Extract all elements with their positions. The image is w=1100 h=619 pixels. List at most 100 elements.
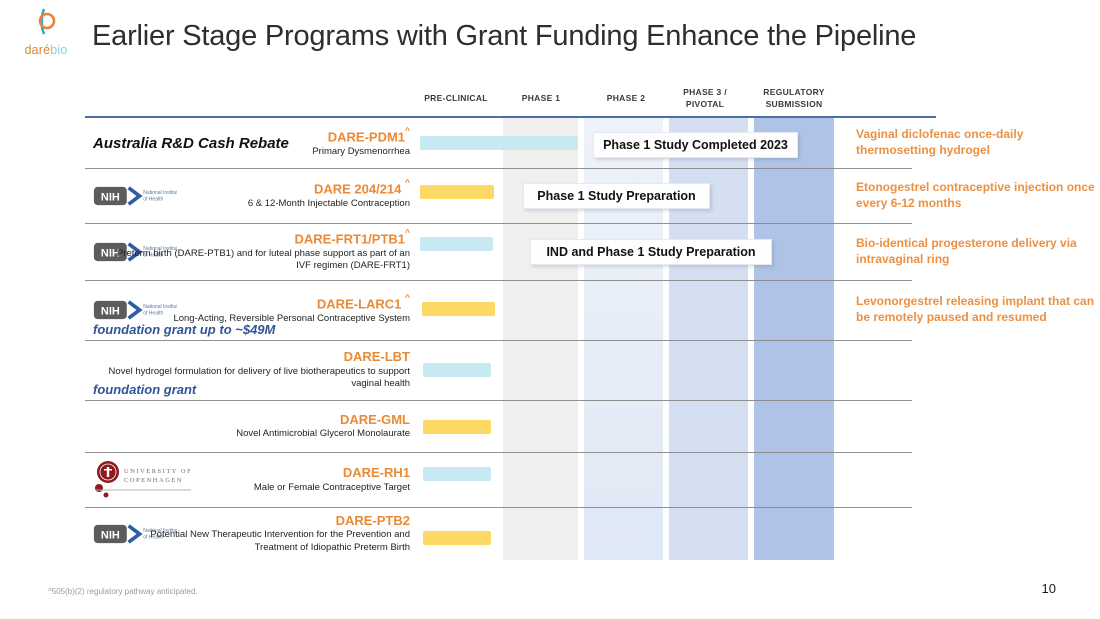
nih-logo: NIH National Institutes of Health <box>93 241 177 262</box>
row-dare-frt1-ptb1: NIH National Institutes of Health DARE-F… <box>85 223 1077 281</box>
footnote-marker: ^ <box>405 291 410 302</box>
nih-logo: NIH National Institutes of Health <box>93 185 177 206</box>
university-of-copenhagen-logo: UNIVERSITY OF COPENHAGEN <box>95 460 192 497</box>
program-name: DARE-FRT1/PTB1^ <box>105 227 410 247</box>
program-summary: Levonorgestrel releasing implant that ca… <box>856 294 1095 324</box>
stage-header-regulatory-submission: REGULATORY SUBMISSION <box>750 83 838 113</box>
stage-header-phase2: PHASE 2 <box>590 83 662 113</box>
header-rule <box>85 116 936 118</box>
status-box: IND and Phase 1 Study Preparation <box>530 239 772 265</box>
stage-header-line: PHASE 3 / <box>683 86 727 97</box>
nih-line2: of Health <box>143 196 163 202</box>
program-summary: Etonogestrel contraceptive injection onc… <box>856 179 1095 210</box>
slide-footnote: ^505(b)(2) regulatory pathway anticipate… <box>48 587 198 596</box>
program-name: DARE 204/214 ^ <box>105 177 410 197</box>
nih-line2: of Health <box>143 534 163 540</box>
row-dare-lbt: DARE-LBT Novel hydrogel formulation for … <box>85 340 912 401</box>
sponsor-cell: NIH National Institutes of Health <box>93 507 177 560</box>
sponsor-cell: Australia R&D Cash Rebate <box>93 118 289 168</box>
sponsor-cell: NIH National Institutes of Health <box>93 223 177 280</box>
program-description: Novel Antimicrobial Glycerol Monolaurate <box>236 428 410 440</box>
grant-note: foundation grant <box>93 382 197 397</box>
program-description: Potential New Therapeutic Intervention f… <box>150 529 410 553</box>
program-name: DARE-PTB2 <box>335 512 410 528</box>
program-description: 6 & 12-Month Injectable Contraception <box>247 198 410 210</box>
page-number: 10 <box>1041 581 1056 596</box>
ucph-line1: UNIVERSITY OF <box>124 468 192 475</box>
stage-header-line: PHASE 2 <box>606 92 646 103</box>
darebio-logo-icon <box>38 8 56 35</box>
program-cell: DARE 204/214 ^ 6 & 12-Month Injectable C… <box>105 168 410 223</box>
nih-abbr: NIH <box>101 247 120 259</box>
program-cell: DARE-RH1 Male or Female Contraceptive Ta… <box>105 452 410 507</box>
sponsor-cell: NIH National Institutes of Health <box>93 168 177 223</box>
program-cell: DARE-LARC1 ^ Long-Acting, Reversible Per… <box>105 280 410 340</box>
row-dare-rh1: UNIVERSITY OF COPENHAGEN DARE-RH1 Male o… <box>85 452 912 508</box>
row-dare-ptb2: NIH National Institutes of Health DARE-P… <box>85 507 912 560</box>
row-dare-gml: DARE-GML Novel Antimicrobial Glycerol Mo… <box>85 400 912 453</box>
status-box: Phase 1 Study Completed 2023 <box>593 132 798 158</box>
nih-abbr: NIH <box>101 191 120 203</box>
slide-title: Earlier Stage Programs with Grant Fundin… <box>92 20 917 52</box>
program-name: DARE-LARC1 ^ <box>105 291 410 312</box>
sponsor-cell: UNIVERSITY OF COPENHAGEN <box>93 452 193 507</box>
stage-header-phase1: PHASE 1 <box>505 83 577 113</box>
nih-abbr: NIH <box>101 529 120 541</box>
pipeline-bar <box>422 302 495 316</box>
nih-line2: of Health <box>143 252 163 258</box>
program-cell: DARE-PDM1^ Primary Dysmenorrhea <box>105 118 410 168</box>
program-name: DARE-LBT <box>343 349 410 365</box>
pipeline-bar <box>420 185 494 199</box>
stage-header-line: SUBMISSION <box>765 99 823 109</box>
stage-header-line: PIVOTAL <box>685 99 725 109</box>
row-dare-larc1: NIH National Institutes of Health DARE-L… <box>85 280 1094 341</box>
band-regulatory-submission <box>754 118 834 560</box>
stage-header-line: REGULATORY <box>763 86 825 97</box>
stage-header-phase3-pivotal: PHASE 3 / PIVOTAL <box>669 83 741 113</box>
row-dare-pdm1: Australia R&D Cash Rebate DARE-PDM1^ Pri… <box>85 118 1023 169</box>
pipeline-bar <box>423 363 491 377</box>
stage-header-preclinical: PRE-CLINICAL <box>410 83 502 113</box>
program-description: Primary Dysmenorrhea <box>312 145 410 157</box>
program-description: Male or Female Contraceptive Target <box>253 481 410 493</box>
program-description: Novel hydrogel formulation for delivery … <box>108 365 410 390</box>
darebio-logo-text: darébio <box>14 43 78 57</box>
nih-line1: National Institutes <box>143 528 177 534</box>
program-cell: DARE-LBT Novel hydrogel formulation for … <box>105 340 410 400</box>
program-name-text: DARE-LARC1 <box>316 296 402 312</box>
program-summary: Bio-identical progesterone delivery via … <box>856 235 1077 266</box>
nih-line1: National Institutes <box>143 190 177 196</box>
nih-line1: National Institutes <box>143 246 177 252</box>
pipeline-bar <box>423 420 491 434</box>
program-name: DARE-PDM1^ <box>105 124 410 145</box>
pipeline-bar <box>423 467 491 481</box>
brand-dare: daré <box>24 43 51 57</box>
pipeline-bar <box>423 531 491 545</box>
row-dare-204-214: NIH National Institutes of Health DARE 2… <box>85 168 1095 224</box>
program-description: Preterm birth (DARE-PTB1) and for luteal… <box>116 248 410 272</box>
footnote-marker: ^ <box>405 124 410 135</box>
ucph-line2: COPENHAGEN <box>124 477 183 484</box>
stage-header-line: PHASE 1 <box>521 92 561 103</box>
pipeline-bar <box>420 237 493 251</box>
stage-header-line: PRE-CLINICAL <box>424 92 488 103</box>
program-description: Long-Acting, Reversible Personal Contrac… <box>173 312 410 324</box>
program-name: DARE-RH1 <box>342 465 410 481</box>
nih-line1: National Institutes <box>143 304 177 310</box>
sponsor-label: Australia R&D Cash Rebate <box>93 134 289 152</box>
grant-note: foundation grant up to ~$49M <box>93 322 276 337</box>
nih-logo: NIH National Institutes of Health <box>93 523 177 544</box>
program-cell: DARE-FRT1/PTB1^ Preterm birth (DARE-PTB1… <box>105 223 410 280</box>
footnote-marker: ^ <box>405 177 410 188</box>
darebio-logo: darébio <box>14 8 78 57</box>
nih-abbr: NIH <box>101 306 120 318</box>
program-name-text: DARE-PDM1 <box>327 129 406 145</box>
program-name: DARE-GML <box>339 411 410 427</box>
footnote-marker: ^ <box>405 227 410 238</box>
program-name-text: DARE 204/214 <box>313 181 402 197</box>
program-cell: DARE-PTB2 Potential New Therapeutic Inte… <box>105 507 410 560</box>
status-box: Phase 1 Study Preparation <box>523 183 710 209</box>
program-cell: DARE-GML Novel Antimicrobial Glycerol Mo… <box>105 400 410 452</box>
pipeline-bar <box>420 136 578 150</box>
